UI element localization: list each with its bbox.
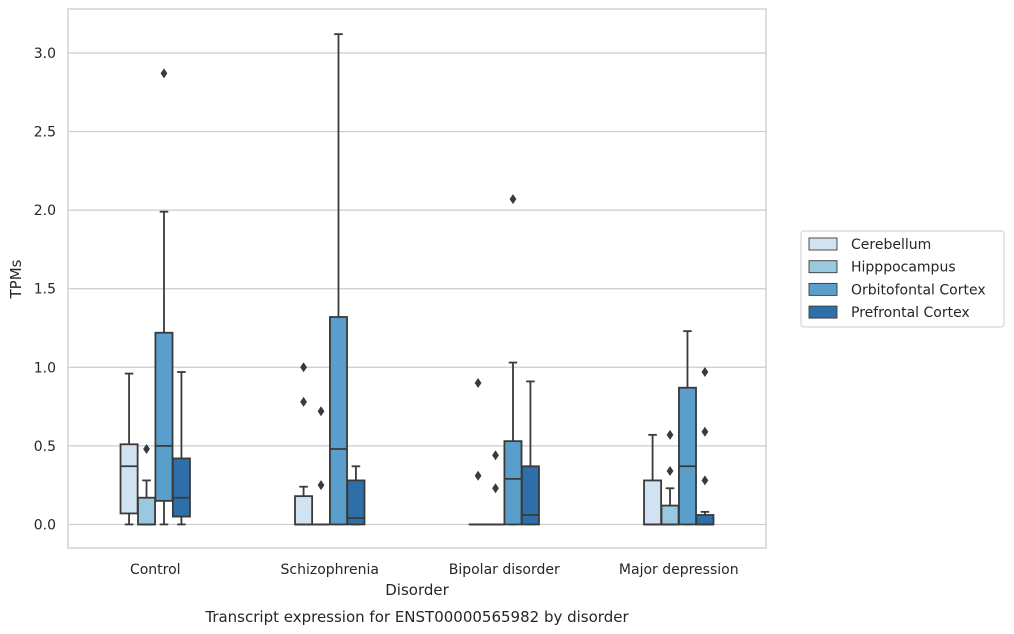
y-tick-label: 0.5 bbox=[34, 439, 56, 455]
box-group bbox=[311, 406, 331, 526]
legend-swatch bbox=[808, 305, 838, 319]
legend-label: Orbitofontal Cortex bbox=[851, 282, 986, 298]
box-iqr bbox=[119, 443, 139, 515]
plot-area-frame bbox=[67, 8, 767, 549]
box-iqr bbox=[520, 465, 540, 526]
box-iqr bbox=[695, 514, 715, 526]
outlier-point bbox=[666, 466, 674, 476]
box-group bbox=[660, 429, 680, 526]
outlier-point bbox=[317, 480, 325, 491]
legend-items: Cerebellum Hipppocampus Orbitofontal Corte… bbox=[808, 237, 986, 321]
box-group bbox=[137, 444, 156, 526]
legend-label: Hipppocampus bbox=[851, 260, 956, 276]
outlier-point bbox=[300, 396, 307, 407]
legend-label: Cerebellum bbox=[851, 237, 931, 253]
box-group bbox=[294, 362, 314, 526]
box-iqr bbox=[154, 331, 174, 502]
box-iqr bbox=[678, 386, 697, 526]
box-iqr bbox=[643, 479, 663, 526]
chart-title: Transcript expression for ENST0000056598… bbox=[204, 608, 629, 626]
box-group bbox=[154, 68, 174, 526]
y-tick-labels: 0.0 0.5 1.0 1.5 2.0 2.5 3.0 bbox=[34, 46, 56, 533]
box-group bbox=[346, 465, 366, 526]
outlier-point bbox=[666, 429, 674, 440]
x-tick-label: Bipolar disorder bbox=[449, 562, 560, 578]
box-group bbox=[171, 371, 191, 526]
y-tick-label: 3.0 bbox=[34, 46, 56, 62]
grid-layer bbox=[68, 52, 766, 526]
outlier-point bbox=[509, 194, 517, 205]
y-tick-label: 2.0 bbox=[34, 203, 56, 219]
box-group bbox=[468, 378, 488, 526]
legend-label: Prefrontal Cortex bbox=[851, 305, 970, 321]
box-group bbox=[503, 194, 523, 526]
x-tick-label: Schizophrenia bbox=[281, 562, 379, 578]
y-tick-label: 1.5 bbox=[34, 282, 56, 298]
legend-frame bbox=[800, 230, 1005, 328]
y-axis-title: TPMs bbox=[7, 259, 25, 299]
legend-swatch bbox=[808, 237, 838, 251]
outlier-point bbox=[701, 367, 709, 377]
box-iqr bbox=[294, 495, 314, 526]
outlier-point bbox=[143, 444, 150, 454]
box-group bbox=[678, 330, 697, 526]
box-group bbox=[695, 367, 715, 526]
box-iqr bbox=[503, 440, 523, 526]
outlier-point bbox=[701, 475, 709, 486]
y-tick-label: 1.0 bbox=[34, 360, 56, 376]
outlier-point bbox=[160, 68, 168, 79]
box-group bbox=[643, 433, 663, 526]
box-group bbox=[329, 33, 348, 526]
x-axis-title: Disorder bbox=[385, 581, 449, 599]
box-iqr bbox=[171, 457, 191, 518]
outlier-point bbox=[474, 378, 482, 388]
outlier-point bbox=[492, 483, 499, 494]
box-iqr bbox=[137, 496, 156, 526]
y-tick-label: 0.0 bbox=[34, 517, 56, 533]
x-tick-label: Control bbox=[130, 562, 181, 578]
x-tick-labels: Control Schizophrenia Bipolar disorder Majo… bbox=[130, 562, 739, 578]
box-iqr bbox=[660, 504, 680, 526]
box-group bbox=[520, 380, 540, 526]
y-tick-label: 2.5 bbox=[34, 125, 56, 141]
outlier-point bbox=[317, 406, 325, 417]
legend: Cerebellum Hipppocampus Orbitofontal Corte… bbox=[800, 230, 1005, 328]
box-iqr bbox=[346, 479, 366, 526]
outlier-point bbox=[701, 426, 709, 437]
outlier-point bbox=[492, 450, 499, 461]
outlier-point bbox=[300, 362, 307, 373]
x-tick-label: Major depression bbox=[619, 562, 739, 578]
box-iqr bbox=[329, 316, 348, 526]
box-group bbox=[119, 372, 139, 526]
legend-swatch bbox=[808, 260, 838, 274]
box-group bbox=[486, 450, 505, 526]
legend-swatch bbox=[808, 282, 838, 296]
boxplot-marks bbox=[119, 33, 715, 526]
outlier-point bbox=[474, 470, 482, 481]
